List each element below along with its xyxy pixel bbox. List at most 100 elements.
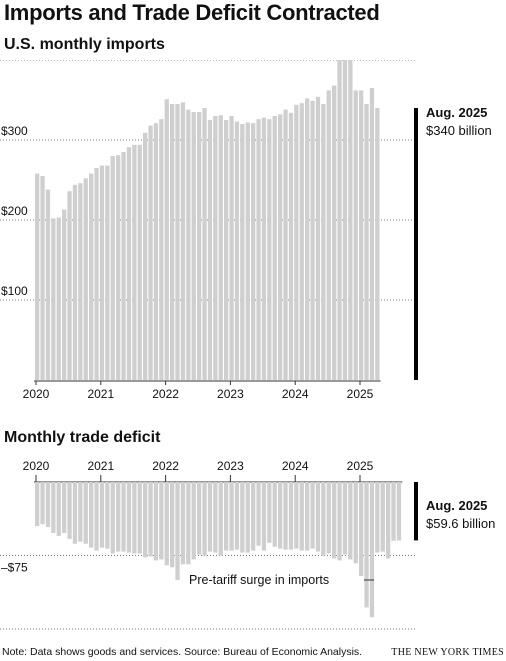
- bar: [143, 482, 148, 558]
- bar: [170, 104, 175, 380]
- bar: [224, 482, 229, 551]
- bar: [78, 183, 83, 380]
- bar: [175, 104, 180, 380]
- bar: [375, 108, 380, 380]
- bar: [99, 165, 105, 380]
- bar: [213, 116, 218, 380]
- bar: [234, 121, 240, 380]
- bar: [45, 189, 51, 380]
- bar: [197, 482, 202, 555]
- bar: [197, 112, 202, 380]
- bar: [272, 482, 277, 547]
- bar: [288, 482, 294, 550]
- bar: [191, 482, 196, 560]
- x-tick-label: 2024: [282, 459, 309, 473]
- annotation-value: $340 billion: [426, 123, 492, 138]
- bar: [342, 60, 348, 380]
- source-note: Note: Data shows goods and services. Sou…: [2, 646, 363, 658]
- bar: [283, 109, 288, 380]
- bar: [56, 482, 61, 536]
- bar: [348, 60, 353, 380]
- bar: [261, 117, 267, 380]
- bar: [353, 90, 358, 381]
- bar: [40, 176, 45, 380]
- x-tick-label: 2023: [217, 459, 244, 473]
- bar: [153, 482, 159, 561]
- bar: [240, 124, 245, 380]
- bar: [218, 482, 223, 556]
- imports-chart-title: U.S. monthly imports: [4, 36, 165, 53]
- bar: [116, 155, 121, 380]
- bar: [83, 178, 88, 380]
- bar: [132, 482, 137, 554]
- headline: Imports and Trade Deficit Contracted: [4, 0, 380, 25]
- bar: [299, 103, 304, 380]
- bar: [353, 482, 358, 564]
- bar: [94, 168, 99, 380]
- bar: [283, 482, 288, 550]
- annotation-title: Aug. 2025: [426, 105, 487, 120]
- bar: [83, 482, 88, 544]
- bar: [240, 482, 245, 553]
- y-tick-label: –$150 BILLION: [1, 634, 84, 635]
- bar: [326, 482, 331, 554]
- bar: [207, 120, 213, 380]
- bar: [359, 482, 364, 577]
- bar: [359, 90, 364, 381]
- bar: [159, 119, 164, 380]
- bar: [272, 116, 277, 380]
- bar: [99, 482, 105, 548]
- bar: [180, 482, 186, 565]
- bar: [35, 173, 40, 380]
- bar: [305, 482, 310, 551]
- bar: [224, 120, 229, 380]
- bar: [202, 108, 207, 380]
- bar: [245, 482, 250, 553]
- bar: [342, 482, 348, 555]
- bar: [299, 482, 304, 551]
- bar: [137, 144, 142, 380]
- highlight-bar: [414, 108, 418, 380]
- bar: [369, 88, 375, 380]
- bar: [332, 482, 337, 559]
- bar: [207, 482, 213, 552]
- bar: [35, 482, 40, 527]
- bar: [180, 102, 186, 381]
- bar: [229, 116, 234, 380]
- x-tick-label: 2022: [152, 459, 179, 473]
- bar: [364, 104, 369, 380]
- x-tick-label: 2020: [23, 387, 50, 401]
- x-tick-label: 2023: [217, 387, 244, 401]
- bar: [364, 482, 369, 608]
- bar: [126, 147, 132, 380]
- bar: [51, 482, 56, 533]
- bar: [78, 482, 83, 542]
- highlight-bar: [414, 482, 418, 541]
- bar: [386, 482, 391, 559]
- bar: [148, 482, 153, 557]
- bar: [380, 482, 385, 552]
- bar: [375, 482, 380, 553]
- bar: [186, 482, 191, 565]
- bar: [278, 114, 283, 381]
- bar: [94, 482, 99, 551]
- bar: [67, 482, 72, 539]
- bar: [267, 482, 272, 543]
- bar: [321, 482, 326, 556]
- bar: [396, 482, 402, 541]
- x-tick-label: 2025: [347, 387, 374, 401]
- bar: [256, 482, 261, 546]
- bar: [62, 482, 67, 533]
- bar: [89, 173, 94, 380]
- bar: [51, 218, 56, 380]
- bar: [153, 123, 159, 380]
- bar: [121, 152, 126, 380]
- bar: [191, 112, 196, 380]
- credit-line: THE NEW YORK TIMES: [391, 647, 504, 658]
- bar: [116, 482, 121, 552]
- bar: [132, 144, 137, 380]
- bar: [137, 482, 142, 554]
- bar: [288, 112, 294, 381]
- bar: [337, 482, 342, 561]
- bar: [310, 100, 315, 381]
